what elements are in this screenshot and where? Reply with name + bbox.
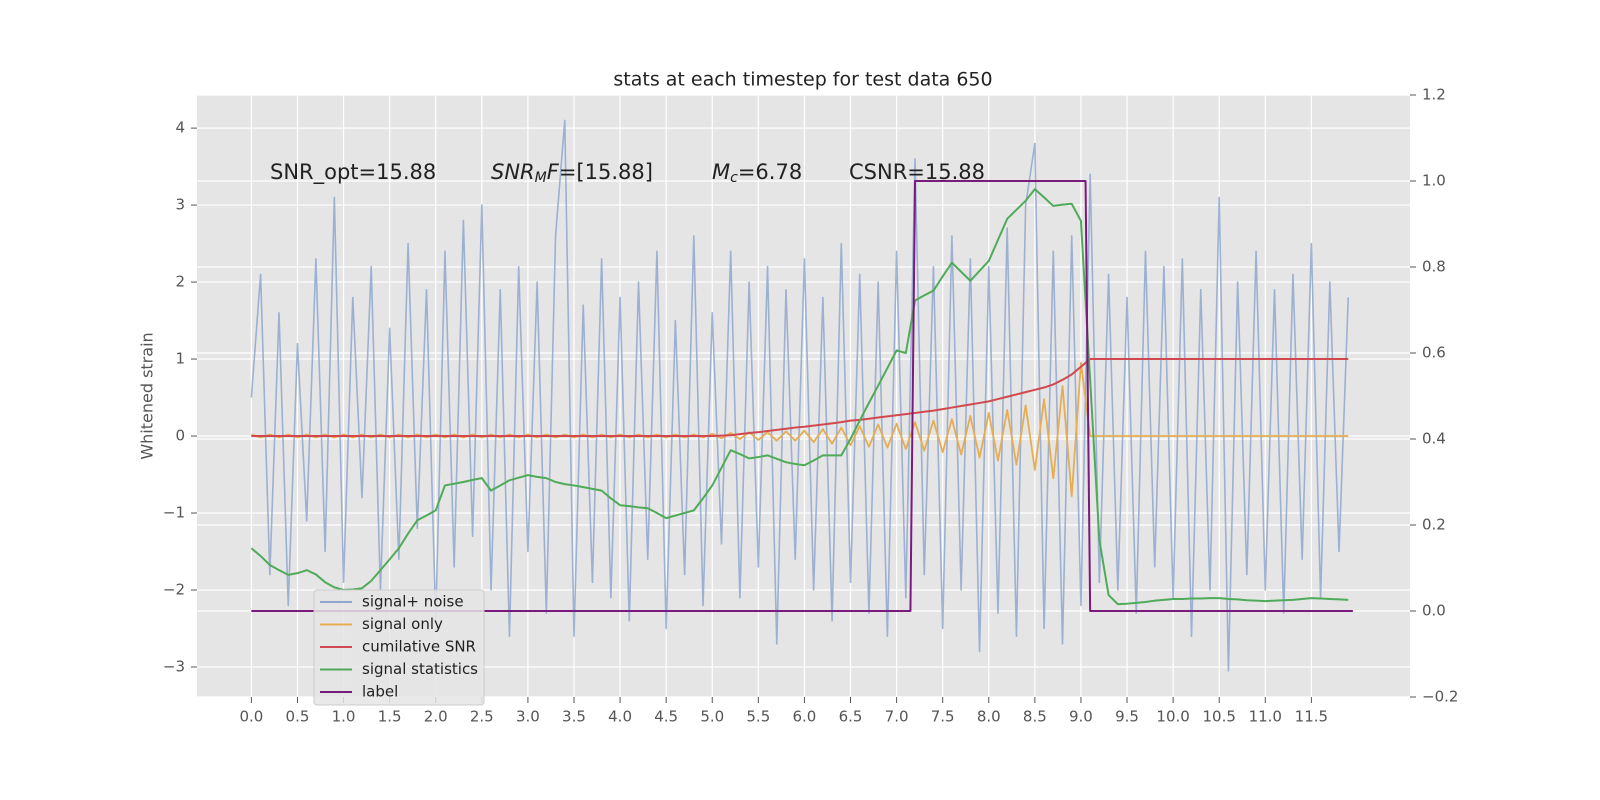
y2-tick-label: 1.2 <box>1422 86 1446 104</box>
y2-tick-label: 0.4 <box>1422 430 1446 448</box>
legend-box <box>313 589 485 706</box>
y2-tick-label: 1.0 <box>1422 172 1446 190</box>
x-tick-label: 7.0 <box>885 708 909 726</box>
y2-tick-label: 0.2 <box>1422 516 1446 534</box>
x-tick-label: 4.5 <box>654 708 678 726</box>
series-line <box>250 188 1349 606</box>
x-tick-label: 0.5 <box>286 708 310 726</box>
x-tick-label: 2.0 <box>424 708 448 726</box>
series-line <box>250 119 1350 672</box>
annotation-part: M <box>535 170 547 186</box>
y-tick-label: −2 <box>163 580 185 598</box>
annotation: SNR_opt=15.88 <box>270 160 436 185</box>
x-tick-label: 1.5 <box>378 708 402 726</box>
legend-label: signal+ noise <box>362 593 464 611</box>
annotations: SNR_opt=15.88 SNRMF=[15.88] Mc=6.78 CSNR=15… <box>270 160 985 186</box>
x-tick-label: 10.0 <box>1156 708 1189 726</box>
x-tick-label: 6.5 <box>839 708 863 726</box>
axes: 0.0 0.5 1.0 1.5 2.0 2.5 3.0 3.5 4.0 4.5 5.0 5.5 6.0 6… <box>163 86 1459 726</box>
x-tick-label: 1.0 <box>332 708 356 726</box>
x-tick-label: 7.5 <box>931 708 955 726</box>
y2-tick-label: −0.2 <box>1422 688 1458 706</box>
series-line <box>251 180 1353 612</box>
y-tick-label: 3 <box>175 196 185 214</box>
x-tick-label: 0.0 <box>239 708 263 726</box>
x-tick-label: 5.5 <box>746 708 770 726</box>
y2-tick-label: 0.8 <box>1422 258 1446 276</box>
annotation-part: =6.78 <box>738 160 802 184</box>
y-tick-label: 1 <box>175 350 185 368</box>
annotation-part: =[15.88] <box>559 160 653 184</box>
x-tick-label: 9.0 <box>1069 708 1093 726</box>
y-tick-label: 4 <box>175 119 185 137</box>
x-tick-label: 4.0 <box>608 708 632 726</box>
x-tick-label: 11.0 <box>1249 708 1282 726</box>
annotation: Mc=6.78 <box>712 160 802 186</box>
y-tick-label: −3 <box>163 657 185 675</box>
x-tick-label: 3.5 <box>562 708 586 726</box>
annotation-part: F <box>547 160 560 184</box>
annotation: SNRMF=[15.88] <box>491 160 653 186</box>
x-tick-label: 3.0 <box>516 708 540 726</box>
legend-label: signal statistics <box>362 660 478 678</box>
y-tick-label: 2 <box>175 273 185 291</box>
x-tick-label: 2.5 <box>470 708 494 726</box>
legend-label: label <box>362 683 398 701</box>
x-tick-label: 8.0 <box>977 708 1001 726</box>
annotation-part: c <box>730 170 738 186</box>
legend: signal+ noise signal only cumilative SNR si… <box>313 589 485 706</box>
y2-tick-label: 0.0 <box>1422 602 1446 620</box>
annotation-part: M <box>712 160 730 184</box>
lines <box>250 119 1353 672</box>
x-tick-label: 8.5 <box>1023 708 1047 726</box>
annotation-part: CSNR=15.88 <box>849 160 985 184</box>
y-tick-label: −1 <box>163 504 185 522</box>
y-axis-label: Whitened strain <box>138 332 157 459</box>
series-line <box>251 358 1349 438</box>
legend-label: signal only <box>362 615 443 633</box>
annotation: CSNR=15.88 <box>849 160 985 184</box>
legend-label: cumilative SNR <box>362 638 476 656</box>
series-line <box>251 362 1349 497</box>
y-tick-label: 0 <box>175 427 185 445</box>
chart-title: stats at each timestep for test data 650 <box>613 69 992 91</box>
annotation-part: SNR <box>491 160 535 184</box>
x-tick-label: 5.0 <box>700 708 724 726</box>
y2-tick-label: 0.6 <box>1422 344 1446 362</box>
x-tick-label: 6.0 <box>792 708 816 726</box>
x-tick-label: 10.5 <box>1202 708 1235 726</box>
x-tick-label: 9.5 <box>1115 708 1139 726</box>
annotation-part: SNR_opt=15.88 <box>270 160 436 185</box>
x-tick-label: 11.5 <box>1295 708 1328 726</box>
